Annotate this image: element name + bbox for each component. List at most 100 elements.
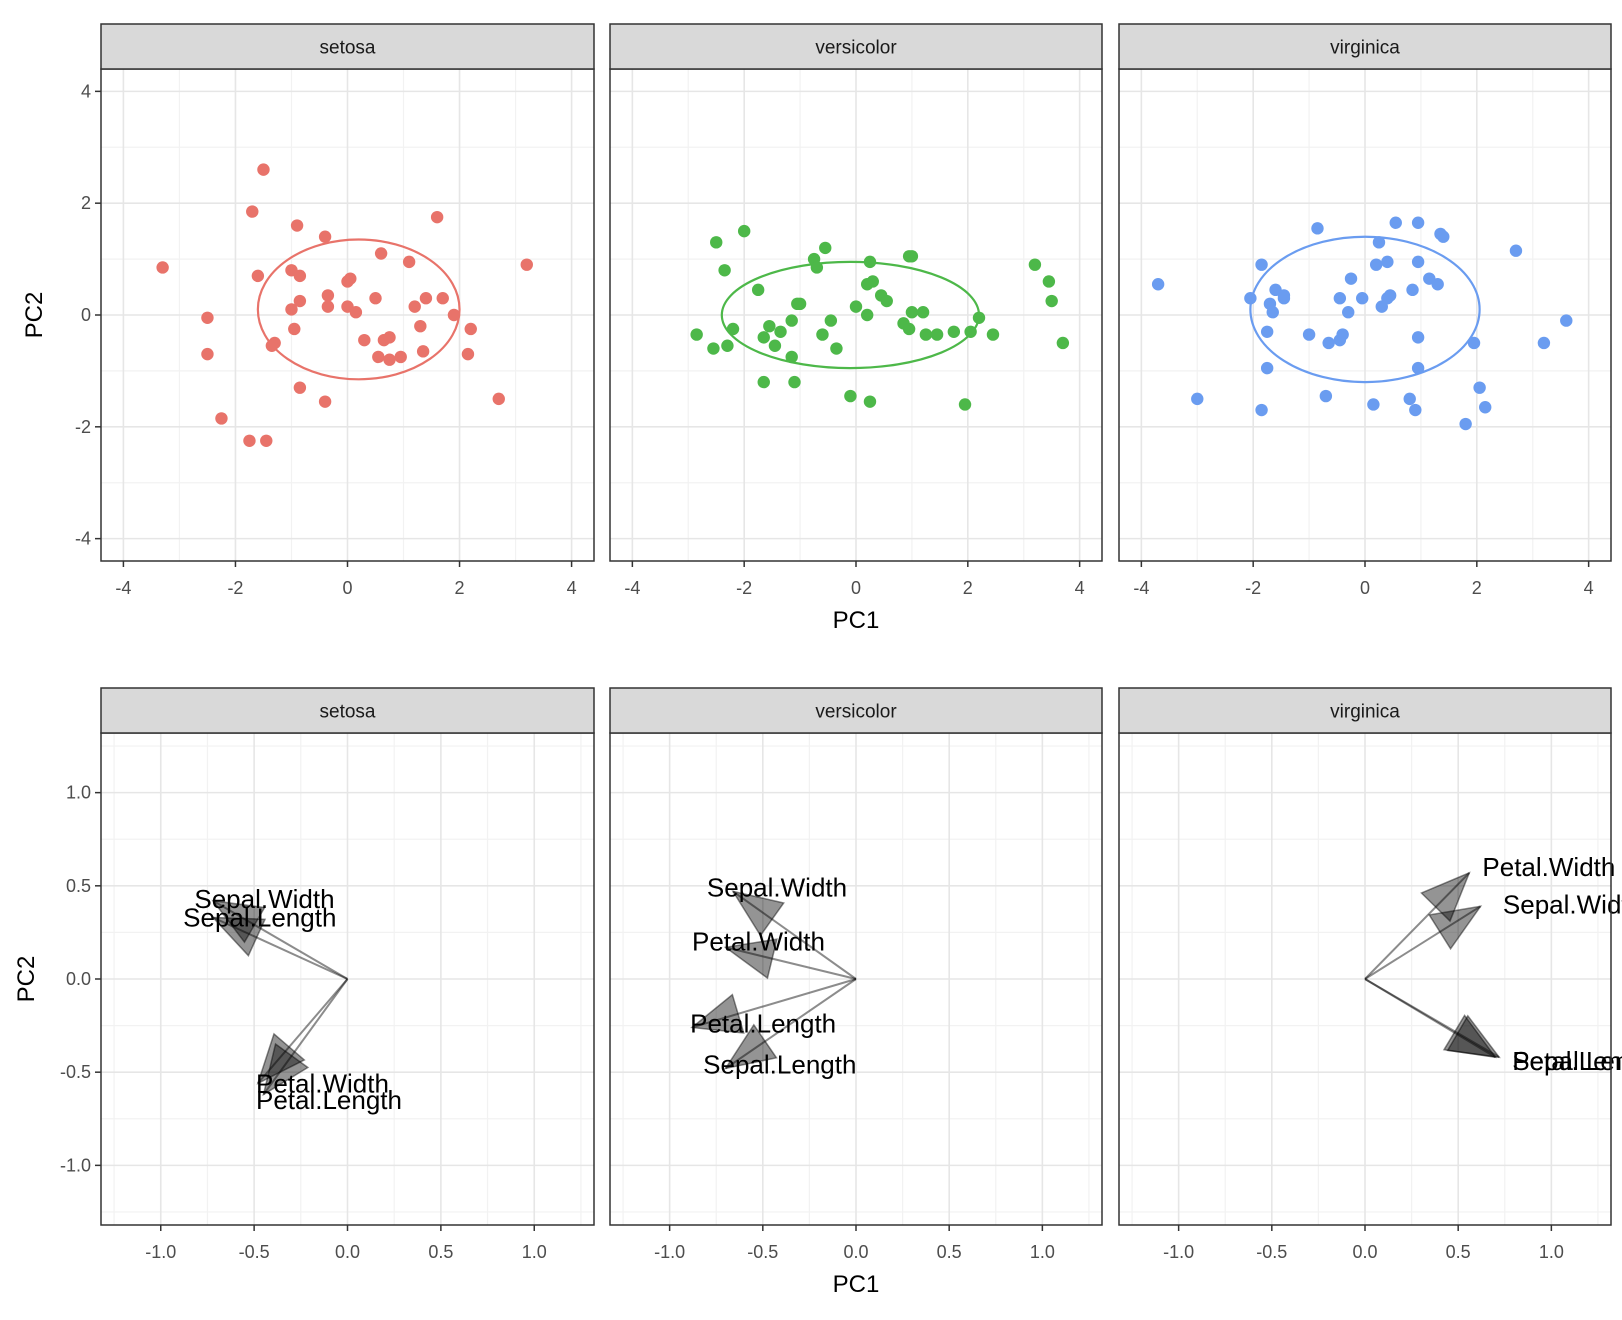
y-axis-title: PC2 [21, 292, 48, 339]
data-point [905, 306, 919, 319]
major-grid [101, 69, 594, 561]
data-point [1560, 314, 1573, 327]
data-point [1372, 236, 1386, 249]
x-tick-label: 0 [851, 578, 861, 598]
data-point [394, 350, 407, 364]
x-tick-label: 1.0 [522, 1242, 547, 1262]
data-point [1056, 336, 1070, 350]
x-tick-label: 0.5 [1446, 1242, 1471, 1262]
loading-label: Sepal.Width [707, 873, 847, 903]
x-tick-label: 2 [455, 578, 465, 598]
data-point [1244, 292, 1257, 305]
x-tick-label: 0.5 [428, 1242, 453, 1262]
data-point [1411, 331, 1425, 344]
data-point [1191, 392, 1204, 406]
data-point [215, 412, 228, 425]
loading-arrowhead [1442, 1014, 1498, 1059]
data-point [260, 434, 273, 447]
data-point [369, 292, 382, 305]
y-tick-label: -0.5 [60, 1062, 91, 1082]
data-point [902, 322, 916, 336]
major-grid [610, 69, 1102, 561]
loading-arrowhead [723, 938, 778, 980]
data-point [1319, 389, 1333, 403]
loading-vector-line [725, 946, 857, 980]
loading-vector-line [212, 916, 348, 980]
x-tick-label: -0.5 [747, 1242, 778, 1262]
data-point [265, 339, 279, 352]
loading-arrowhead [1446, 1014, 1501, 1059]
y-tick-label: 0.0 [66, 969, 91, 989]
loading-label: Petal.Width [256, 1068, 389, 1098]
facet-strip-label: virginica [1330, 38, 1400, 59]
data-point [849, 300, 863, 313]
data-point [416, 345, 430, 358]
loading-vector-line [691, 978, 857, 1029]
data-point [1473, 381, 1486, 394]
data-point [492, 392, 505, 406]
data-point [1537, 336, 1551, 350]
data-point [1409, 403, 1422, 417]
y-tick-label: 2 [81, 193, 91, 213]
data-point [1277, 292, 1291, 305]
data-point [986, 328, 1000, 341]
data-point [774, 325, 787, 338]
loading-facet-virginica: Petal.Width Sepal.Width Petal.LengthSepal.… [1118, 687, 1622, 1262]
data-point [251, 269, 265, 283]
x-tick-label: 4 [567, 578, 577, 598]
major-grid [610, 733, 1102, 1225]
data-point [1369, 258, 1383, 271]
x-tick-label: -1.0 [654, 1242, 685, 1262]
loading-vector-line [1364, 978, 1496, 1059]
data-point [844, 389, 857, 403]
loading-arrowhead [256, 1032, 306, 1085]
data-point [1255, 403, 1268, 417]
x-tick-label: -0.5 [1256, 1242, 1287, 1262]
y-tick-label: 0.5 [66, 876, 91, 896]
data-point [1509, 244, 1523, 257]
data-point [293, 294, 307, 308]
scatter-points [1151, 216, 1573, 431]
data-point [791, 297, 804, 311]
data-point [1342, 306, 1355, 319]
data-point [1333, 333, 1347, 347]
data-point [1322, 336, 1335, 350]
data-point [290, 219, 304, 232]
loading-label: Sepal.Length [1512, 1046, 1622, 1076]
x-tick-label: 0.5 [937, 1242, 962, 1262]
y-axis: -1.0 -0.5 0.0 0.5 1.0 [60, 783, 101, 1175]
loading-label: Petal.Length [1512, 1046, 1622, 1076]
confidence-ellipse [1249, 235, 1481, 384]
data-point [1045, 294, 1058, 308]
data-point [430, 210, 444, 224]
loading-label: Petal.Width [692, 927, 825, 957]
x-tick-label: 4 [1075, 578, 1085, 598]
data-point [293, 381, 307, 394]
x-axis: -1.0 -0.5 0.0 0.5 1.0 [654, 1225, 1055, 1262]
data-point [785, 314, 798, 327]
data-point [408, 300, 421, 313]
data-point [824, 314, 838, 327]
facet-strip [1118, 23, 1612, 70]
data-point [819, 241, 832, 255]
data-point [321, 289, 335, 302]
data-point [737, 224, 751, 238]
x-axis: -4 -2 0 2 4 [624, 561, 1085, 598]
loading-vector-line [1364, 872, 1471, 980]
y-axis: -4 -2 0 2 4 [75, 81, 101, 549]
data-point [383, 353, 396, 366]
loading-arrowhead [690, 993, 745, 1034]
data-point [880, 294, 893, 308]
data-point [447, 308, 461, 322]
loading-label: Sepal.Length [183, 903, 336, 933]
data-point [905, 250, 919, 263]
x-tick-label: -4 [624, 578, 640, 598]
x-tick-label: -1.0 [1163, 1242, 1194, 1262]
facet-strip-label: setosa [320, 38, 376, 59]
x-tick-label: 4 [1584, 578, 1594, 598]
x-axis-title: PC1 [833, 607, 880, 634]
data-point [201, 347, 214, 361]
data-point [947, 325, 961, 338]
data-point [1431, 278, 1444, 291]
